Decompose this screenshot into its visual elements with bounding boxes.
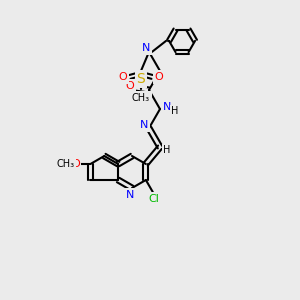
Text: O: O [71,159,80,169]
Text: CH₃: CH₃ [56,159,74,169]
Text: H: H [171,106,179,116]
Text: O: O [154,72,164,82]
Text: N: N [163,102,171,112]
Text: CH₃: CH₃ [132,93,150,103]
Text: O: O [126,81,134,91]
Text: Cl: Cl [148,194,159,204]
Text: H: H [163,145,171,155]
Text: S: S [136,72,146,86]
Text: N: N [140,120,148,130]
Text: N: N [142,43,150,53]
Text: O: O [118,72,127,82]
Text: N: N [126,190,134,200]
